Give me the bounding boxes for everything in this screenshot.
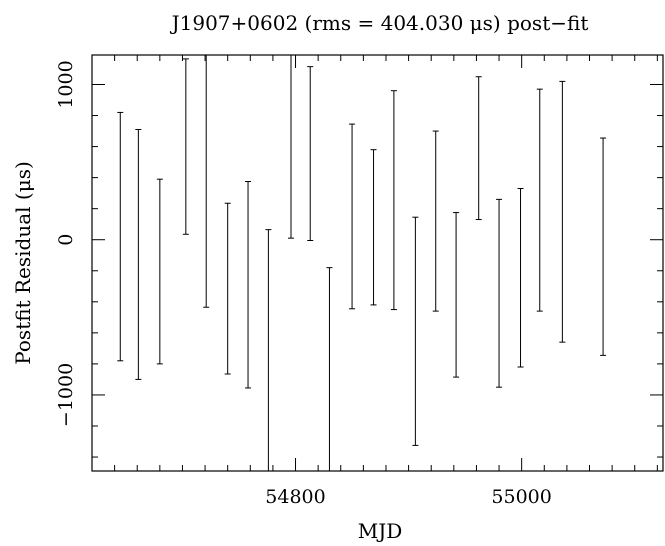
plot-area: 54800 55000 −1000 0 1000 [55, 54, 664, 508]
chart-title: J1907+0602 (rms = 404.030 μs) post−fit [170, 11, 589, 35]
y-tick-label: 0 [55, 234, 77, 246]
y-axis-label: Postfit Residual (μs) [11, 161, 35, 365]
y-tick-label: 1000 [55, 60, 77, 108]
plot-frame [91, 54, 664, 472]
x-tick-label: 54800 [265, 486, 325, 508]
x-tick-label: 55000 [491, 486, 551, 508]
y-tick-label: −1000 [55, 363, 77, 427]
x-axis-label: MJD [358, 519, 403, 543]
